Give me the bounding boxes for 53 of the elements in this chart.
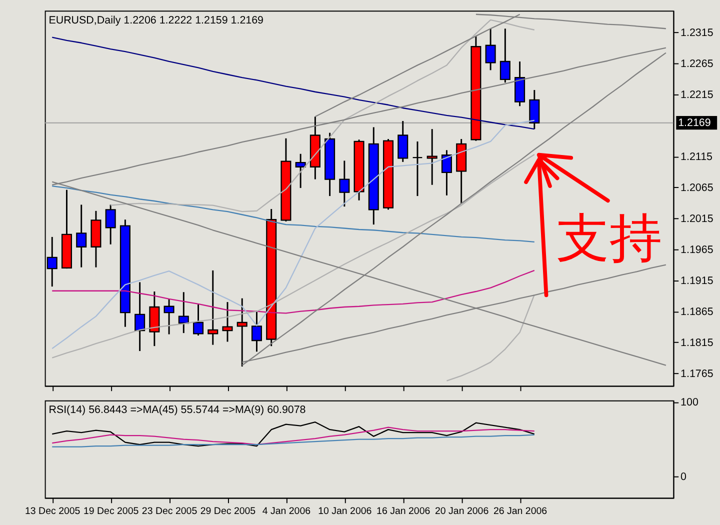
candlestick: [134, 281, 146, 352]
candlestick: [236, 298, 248, 368]
candlestick: [251, 310, 262, 352]
x-tick-label: 20 Jan 2006: [435, 506, 489, 517]
candlestick: [529, 89, 540, 130]
y-tick-label: 100: [680, 396, 698, 408]
annotation: 支持: [556, 209, 662, 268]
candlestick: [295, 153, 306, 189]
candlestick: [500, 28, 510, 84]
chart-title: EURUSD,Daily 1.2206 1.2222 1.2159 1.2169: [48, 14, 264, 26]
x-tick-label: 19 Dec 2005: [83, 506, 139, 517]
y-tick-label: 1.1865: [680, 306, 714, 318]
x-tick-label: 10 Jan 2006: [318, 506, 372, 517]
candlestick: [485, 28, 496, 71]
candlestick: [222, 301, 233, 342]
candlestick: [398, 120, 408, 163]
y-tick-label: 1.2265: [680, 58, 714, 70]
candlestick: [412, 140, 423, 197]
line-series: [52, 154, 535, 358]
candlestick: [178, 291, 189, 334]
y-tick-label: 1.1765: [680, 368, 714, 380]
candlestick: [441, 149, 452, 196]
line-series: [52, 426, 535, 446]
line-series: [446, 294, 535, 382]
y-tick-label: 1.2015: [680, 212, 714, 225]
x-tick-label: 26 Jan 2006: [493, 506, 548, 517]
line-series: [52, 186, 535, 242]
x-tick-label: 23 Dec 2005: [142, 506, 198, 517]
chart-title: RSI(14) 56.8443 =>MA(45) 55.5744 =>MA(9) 60.9078: [48, 404, 306, 416]
line-series: [52, 434, 535, 448]
y-tick-label: 1.2065: [680, 182, 714, 194]
y-tick-label: 1.2215: [680, 88, 714, 101]
ref-line-label: 1.2169: [678, 116, 711, 129]
line-series: [52, 422, 535, 447]
y-tick-label: 1.2115: [680, 150, 713, 163]
x-tick-label: 29 Dec 2005: [200, 506, 256, 517]
x-tick-label: 4 Jan 2006: [262, 506, 311, 517]
candlestick: [339, 160, 350, 208]
candlestick: [105, 204, 116, 246]
y-tick-label: 1.1915: [680, 274, 714, 287]
candlestick: [426, 128, 438, 186]
line-series: [52, 270, 535, 314]
candlestick: [76, 204, 87, 268]
y-tick-label: 1.1815: [680, 336, 714, 349]
candlestick: [208, 270, 218, 346]
candlestick: [164, 298, 174, 336]
y-tick-label: 1.1965: [680, 244, 714, 256]
y-tick-label: 1.2315: [680, 26, 714, 39]
x-tick-label: 16 Jan 2006: [376, 506, 430, 517]
x-tick-label: 13 Dec 2005: [25, 506, 80, 517]
line-series: [52, 36, 535, 130]
candlestick: [193, 304, 204, 336]
y-tick-label: 0: [680, 471, 687, 484]
